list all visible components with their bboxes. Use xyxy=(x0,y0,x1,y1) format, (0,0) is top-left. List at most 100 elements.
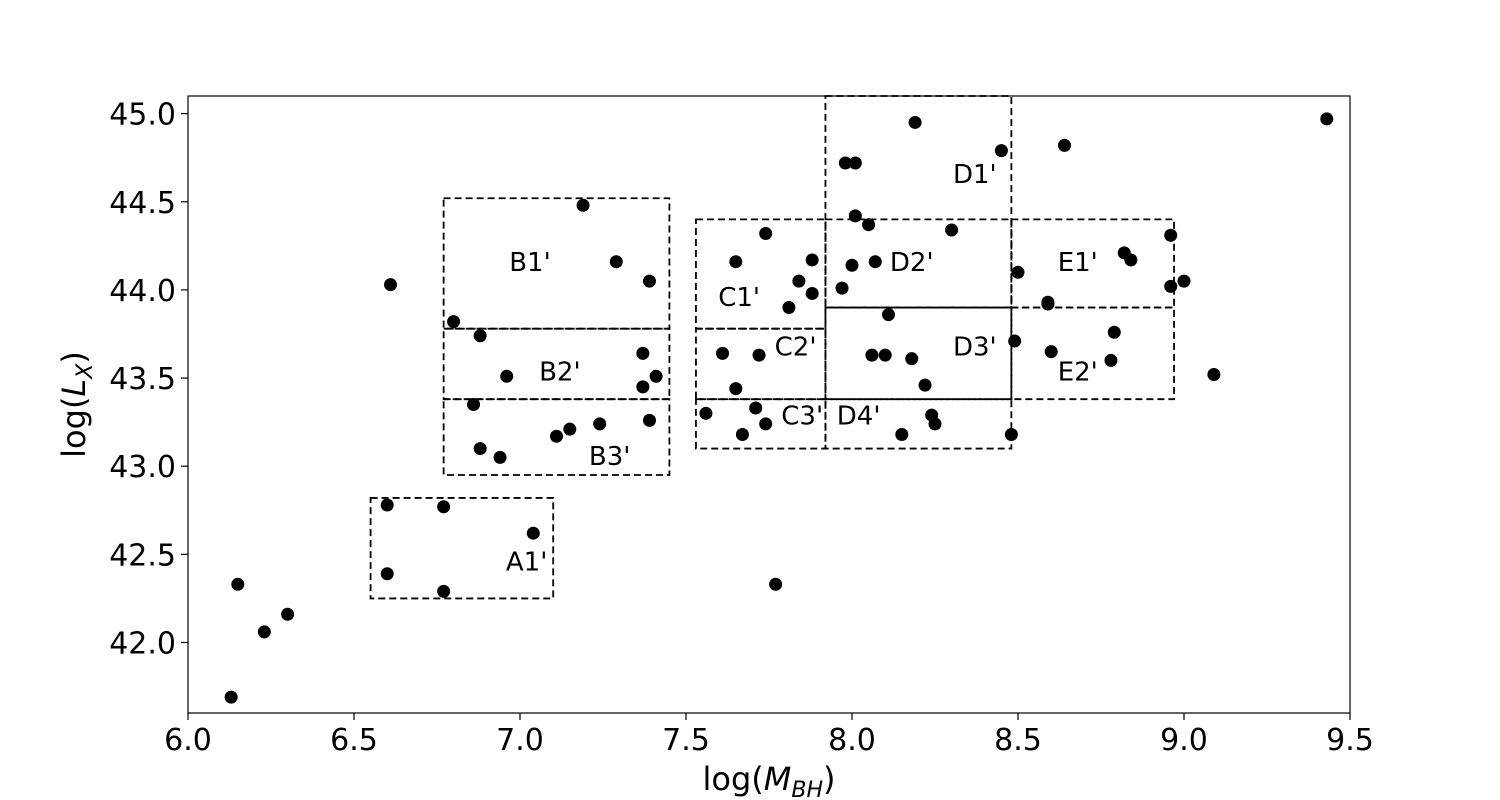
data-point xyxy=(642,274,656,288)
data-point xyxy=(848,209,862,223)
region-box xyxy=(695,327,827,401)
data-point xyxy=(642,413,656,427)
data-point xyxy=(493,450,507,464)
region-label: D2' xyxy=(890,248,934,278)
data-point xyxy=(649,369,663,383)
data-point xyxy=(576,198,590,212)
data-point xyxy=(735,427,749,441)
data-point xyxy=(865,348,879,362)
region-label: D3' xyxy=(953,333,997,363)
data-point xyxy=(838,156,852,170)
region-box xyxy=(695,218,827,330)
region-label: A1' xyxy=(506,548,547,578)
region-label: C3' xyxy=(781,401,823,431)
region-label: D1' xyxy=(953,160,997,190)
data-point xyxy=(805,286,819,300)
data-point xyxy=(224,690,238,704)
data-point xyxy=(716,346,730,360)
region-label: B1' xyxy=(509,248,551,278)
region-label: D4' xyxy=(837,401,881,431)
data-points xyxy=(224,112,1334,704)
y-axis-label: log(LX) xyxy=(55,351,98,458)
data-point xyxy=(467,398,481,411)
data-point xyxy=(1320,112,1334,126)
x-tick-label: 6.0 xyxy=(164,723,212,758)
data-point xyxy=(928,417,942,431)
region-label: C2' xyxy=(775,333,817,363)
data-point xyxy=(500,369,514,383)
data-point xyxy=(729,255,743,269)
data-point xyxy=(636,380,650,394)
data-point xyxy=(1041,297,1055,311)
data-point xyxy=(882,308,896,322)
x-tick-label: 7.5 xyxy=(662,723,710,758)
data-point xyxy=(994,144,1008,158)
data-point xyxy=(231,577,245,591)
x-axis-ticks: 6.0 6.5 7.0 7.5 8.0 8.5 9.0 9.5 xyxy=(164,713,1374,758)
data-point xyxy=(835,281,849,295)
data-point xyxy=(945,223,959,237)
y-tick-label: 42.5 xyxy=(109,538,176,573)
data-point xyxy=(868,255,882,269)
data-point xyxy=(862,218,876,232)
region-label: E2' xyxy=(1058,357,1098,387)
region-label: E1' xyxy=(1058,248,1098,278)
data-point xyxy=(848,156,862,170)
data-point xyxy=(905,352,919,366)
data-point xyxy=(895,427,909,441)
data-point xyxy=(563,422,577,436)
data-point xyxy=(257,625,271,639)
data-point xyxy=(1177,274,1191,288)
data-point xyxy=(752,348,766,362)
data-point xyxy=(384,278,398,292)
region-box xyxy=(442,197,671,330)
data-point xyxy=(792,274,806,288)
data-point xyxy=(1004,427,1018,441)
data-point xyxy=(550,429,564,443)
data-point xyxy=(380,498,394,512)
data-point xyxy=(769,577,783,591)
data-point xyxy=(1008,334,1022,348)
data-point xyxy=(1164,279,1178,293)
data-point xyxy=(609,255,623,269)
region-label: B2' xyxy=(539,357,581,387)
data-point xyxy=(845,258,859,272)
data-point xyxy=(1057,138,1071,152)
data-point xyxy=(593,417,607,431)
data-point xyxy=(1124,253,1138,267)
data-point xyxy=(1104,353,1118,367)
data-point xyxy=(380,567,394,581)
data-point xyxy=(636,346,650,360)
data-point xyxy=(749,401,763,415)
x-tick-label: 9.0 xyxy=(1160,723,1208,758)
y-tick-label: 44.5 xyxy=(109,186,176,221)
y-tick-label: 45.0 xyxy=(109,98,176,133)
data-point xyxy=(281,607,295,621)
x-tick-label: 7.0 xyxy=(496,723,544,758)
x-tick-label: 6.5 xyxy=(330,723,378,758)
axes-frame xyxy=(187,95,1351,714)
data-point xyxy=(473,442,487,456)
data-point xyxy=(1044,345,1058,359)
data-point xyxy=(437,500,451,514)
data-point xyxy=(1164,228,1178,242)
data-point xyxy=(908,115,922,129)
data-point xyxy=(437,584,451,598)
data-point xyxy=(878,348,892,362)
x-tick-label: 8.0 xyxy=(828,723,876,758)
y-tick-label: 43.0 xyxy=(109,450,176,485)
y-tick-label: 43.5 xyxy=(109,362,176,397)
x-tick-label: 9.5 xyxy=(1326,723,1374,758)
region-box xyxy=(369,497,555,600)
data-point xyxy=(1011,265,1025,279)
data-point xyxy=(447,315,461,329)
y-tick-label: 42.0 xyxy=(109,626,176,661)
data-point xyxy=(526,526,540,540)
region-label: B3' xyxy=(589,442,631,472)
region-box xyxy=(442,398,671,476)
x-axis-label: log(MBH) xyxy=(703,760,836,800)
region-label: C1' xyxy=(718,283,760,313)
data-point xyxy=(759,417,773,431)
